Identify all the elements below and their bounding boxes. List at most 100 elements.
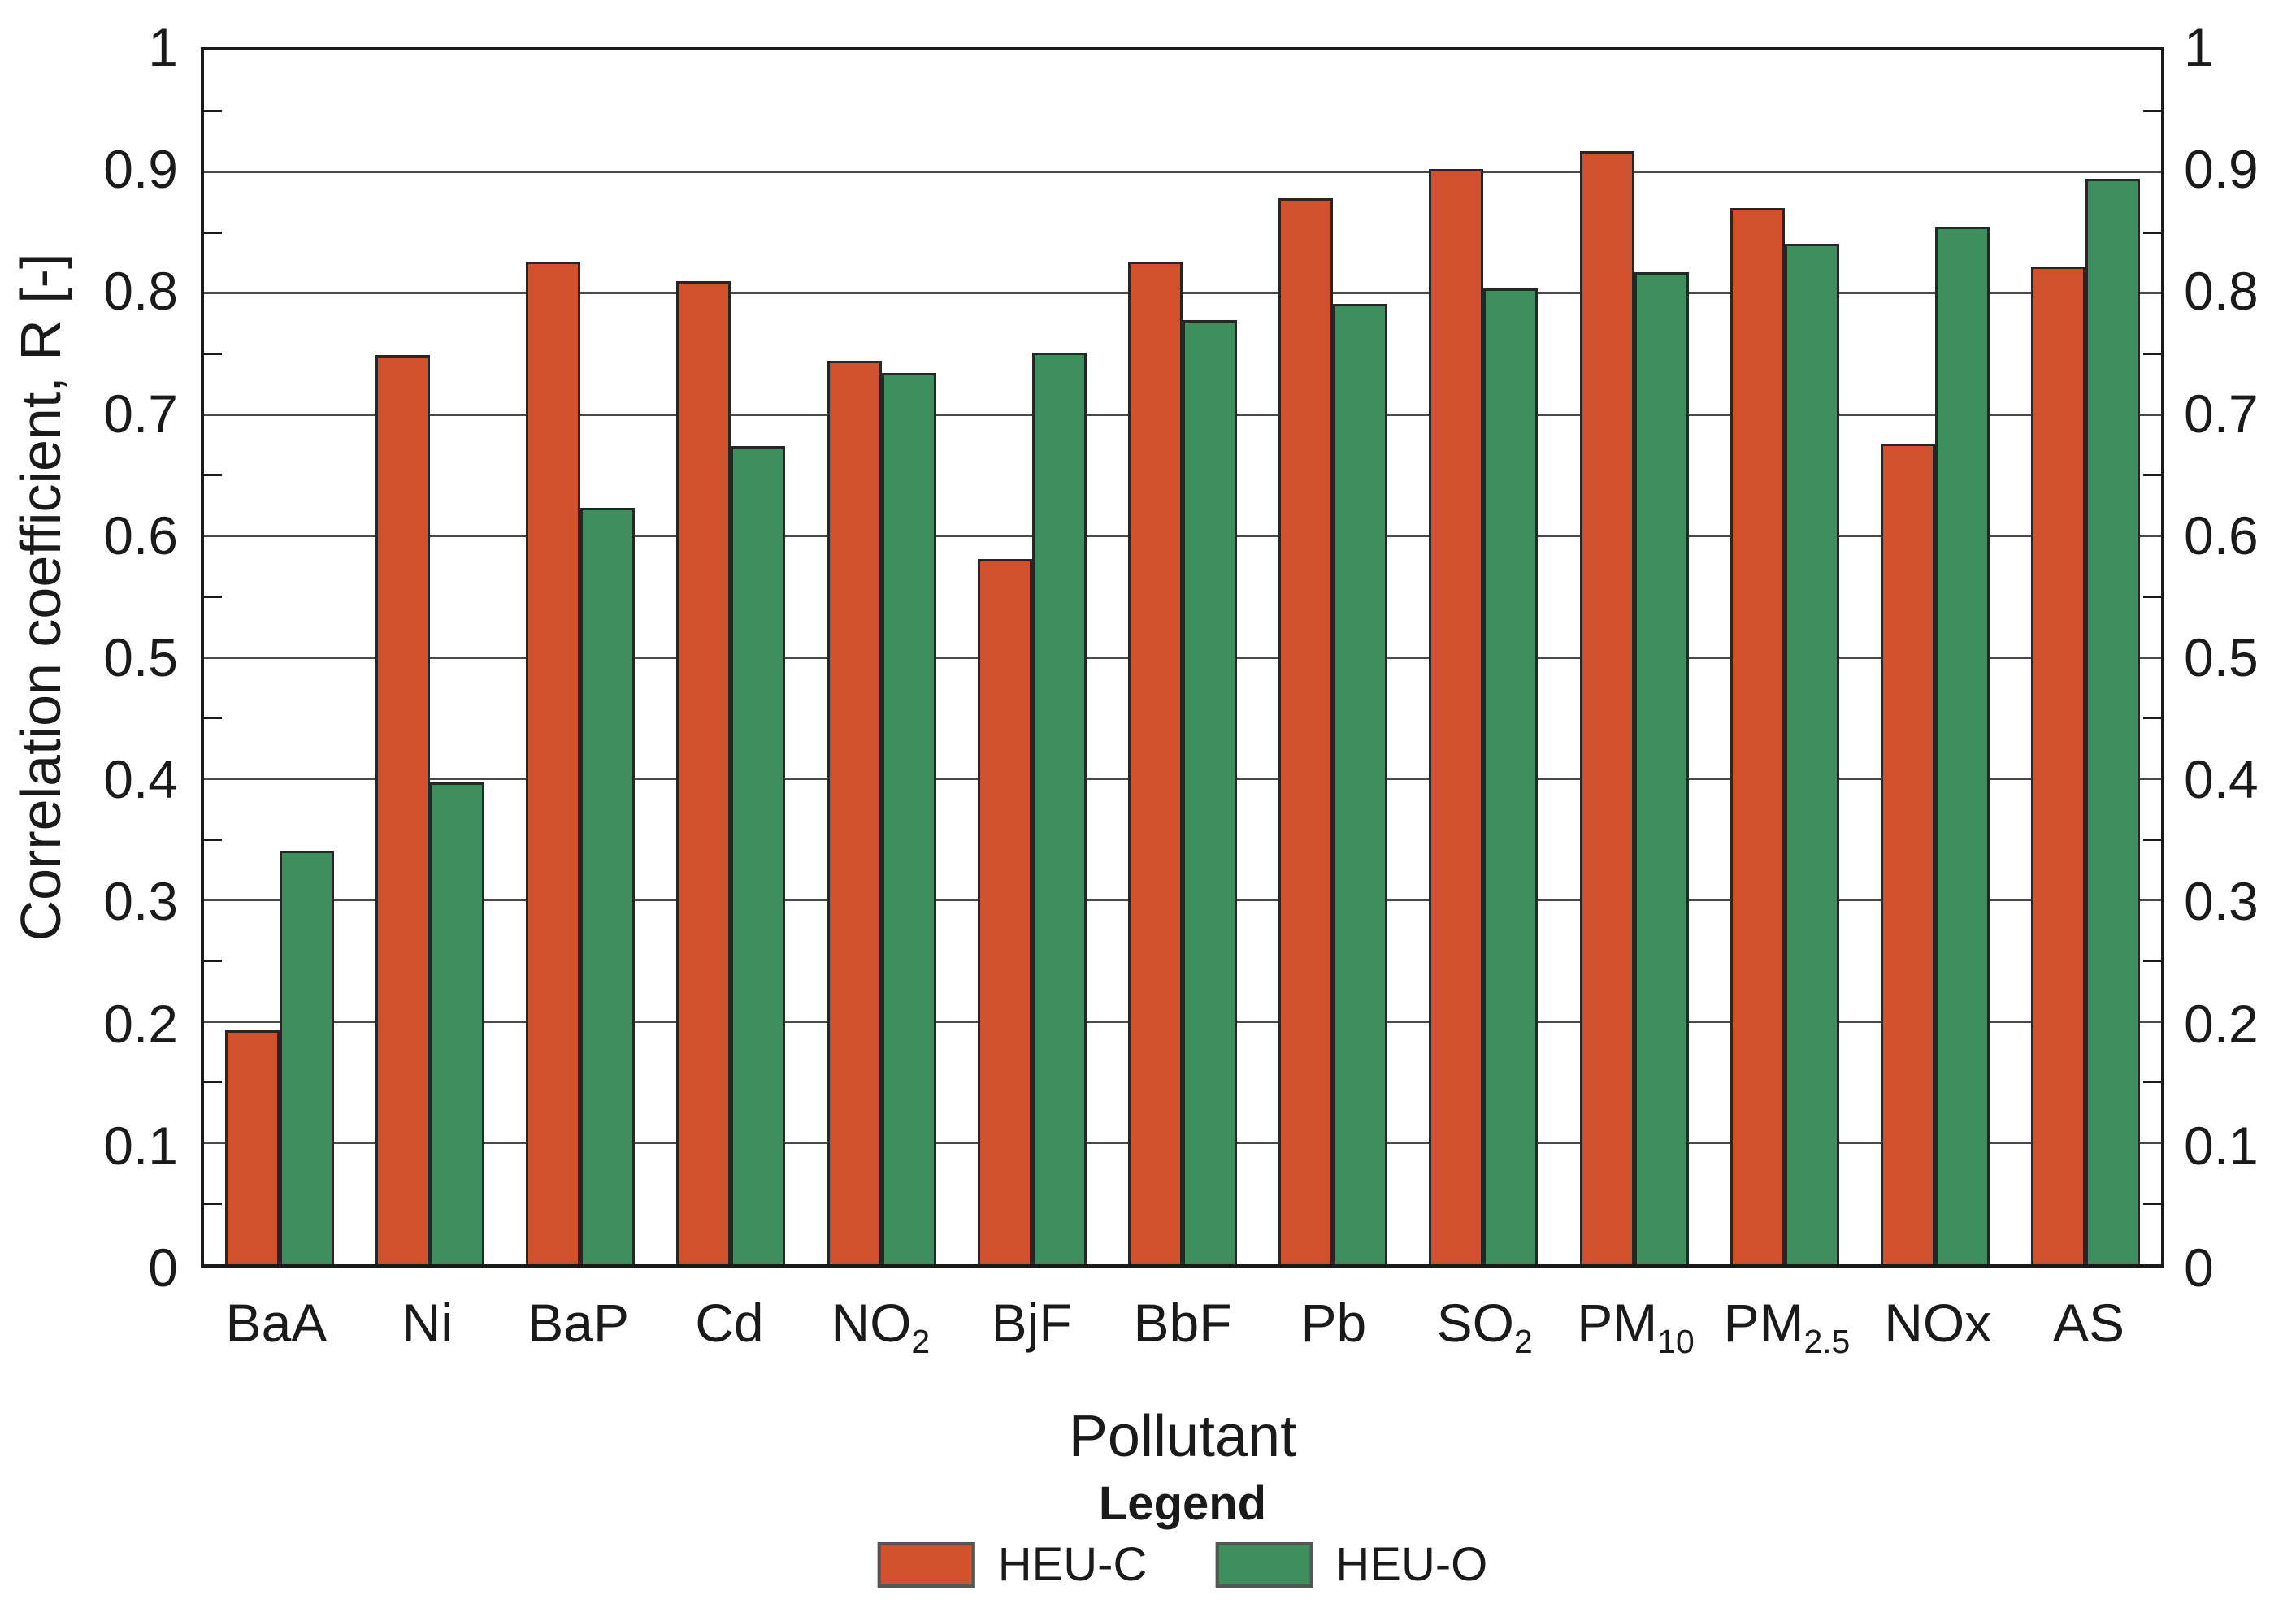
- bar-heu-c: [1127, 261, 1183, 1264]
- x-tick-label-base: Cd: [695, 1293, 764, 1353]
- bar-heu-c: [1278, 198, 1334, 1264]
- y-tick-label-left: 0.6: [103, 505, 178, 566]
- minor-tick-right: [2143, 110, 2161, 113]
- bar-heu-o: [1634, 272, 1689, 1264]
- x-tick-label-as: AS: [2053, 1290, 2125, 1355]
- x-tick-label-base: SO: [1436, 1293, 1514, 1353]
- bar-heu-c: [526, 261, 581, 1264]
- x-tick-label-base: NOx: [1884, 1293, 1992, 1353]
- y-tick-label-right: 0.8: [2184, 261, 2259, 322]
- legend-item-heu-o: HEU-O: [1215, 1541, 1487, 1589]
- x-tick-label-pm2.5: PM2.5: [1723, 1290, 1850, 1359]
- y-tick-label-left: 0.1: [103, 1115, 178, 1176]
- y-tick-label-right: 1: [2184, 17, 2214, 77]
- x-tick-label-pm10: PM10: [1577, 1290, 1695, 1359]
- y-tick-label-left: 0.8: [103, 261, 178, 322]
- x-tick-label-subscript: 10: [1657, 1323, 1695, 1361]
- x-tick-label-base: BaP: [527, 1293, 629, 1353]
- bar-group: [1107, 50, 1257, 1264]
- minor-tick-right: [2143, 231, 2161, 234]
- legend-item-heu-c: HEU-C: [877, 1541, 1147, 1589]
- bar-group: [2011, 50, 2161, 1264]
- legend-title: Legend: [1098, 1477, 1267, 1530]
- bar-heu-o: [1031, 353, 1087, 1264]
- minor-tick-left: [204, 474, 222, 477]
- x-tick-label-so2: SO2: [1436, 1290, 1533, 1359]
- bar-group: [1559, 50, 1709, 1264]
- minor-tick-right: [2143, 595, 2161, 598]
- minor-tick-left: [204, 595, 222, 598]
- bar-heu-o: [881, 373, 936, 1264]
- x-tick-label-base: PM: [1723, 1293, 1804, 1353]
- x-tick-label-ni: Ni: [402, 1290, 453, 1355]
- bar-group: [1258, 50, 1408, 1264]
- minor-tick-right: [2143, 717, 2161, 720]
- bar-group: [204, 50, 354, 1264]
- minor-tick-right: [2143, 353, 2161, 355]
- bar-heu-c: [1579, 151, 1634, 1264]
- y-tick-label-left: 0: [148, 1237, 178, 1298]
- minor-tick-left: [204, 231, 222, 234]
- bar-heu-c: [676, 280, 731, 1264]
- x-tick-label-base: BaA: [225, 1293, 328, 1353]
- x-tick-label-base: Ni: [401, 1293, 453, 1353]
- x-tick-label-nox: NOx: [1884, 1290, 1991, 1355]
- legend-label-heu-o: HEU-O: [1335, 1538, 1488, 1591]
- y-tick-label-right: 0.3: [2184, 871, 2259, 932]
- y-tick-label-left: 1: [148, 17, 178, 77]
- y-tick-label-right: 0.6: [2184, 505, 2259, 566]
- minor-tick-left: [204, 838, 222, 841]
- minor-tick-right: [2143, 960, 2161, 962]
- bar-group: [806, 50, 957, 1264]
- bar-heu-c: [827, 361, 882, 1264]
- x-tick-label-baa: BaA: [226, 1290, 328, 1355]
- legend-swatch-heu-o: [1215, 1542, 1313, 1588]
- minor-tick-right: [2143, 474, 2161, 477]
- gridline: [204, 170, 2161, 173]
- bar-group: [1408, 50, 1559, 1264]
- bar-heu-c: [1429, 169, 1484, 1264]
- y-tick-label-right: 0.1: [2184, 1115, 2259, 1176]
- legend-swatch-heu-c: [877, 1542, 975, 1588]
- bar-heu-o: [429, 782, 484, 1264]
- bar-heu-c: [2031, 266, 2086, 1264]
- x-tick-label-pb: Pb: [1300, 1290, 1366, 1355]
- y-tick-label-left: 0.7: [103, 383, 178, 444]
- bar-heu-c: [375, 355, 430, 1264]
- x-tick-label-bjf: BjF: [992, 1290, 1072, 1355]
- x-tick-label-subscript: 2: [911, 1323, 931, 1361]
- minor-tick-left: [204, 960, 222, 962]
- bar-group: [656, 50, 806, 1264]
- x-tick-label-base: Pb: [1300, 1293, 1367, 1353]
- x-tick-label-base: NO: [831, 1293, 912, 1353]
- x-axis-title: Pollutant: [1068, 1404, 1297, 1469]
- bar-heu-c: [1881, 444, 1936, 1264]
- bar-heu-o: [580, 508, 636, 1264]
- x-tick-label-subscript: 2: [1513, 1323, 1533, 1361]
- x-tick-label-base: PM: [1577, 1293, 1658, 1353]
- y-tick-label-left: 0.9: [103, 139, 178, 200]
- bar-heu-o: [731, 446, 786, 1264]
- minor-tick-right: [2143, 838, 2161, 841]
- minor-tick-right: [2143, 1202, 2161, 1205]
- y-tick-label-right: 0.4: [2184, 749, 2259, 810]
- x-tick-label-bap: BaP: [527, 1290, 629, 1355]
- minor-tick-left: [204, 353, 222, 355]
- bar-heu-o: [1182, 319, 1237, 1264]
- y-tick-label-left: 0.4: [103, 749, 178, 810]
- plot-area: [201, 47, 2164, 1268]
- minor-tick-left: [204, 1202, 222, 1205]
- y-axis-title-text: Correlation coefficient, R [-]: [9, 253, 72, 942]
- bar-heu-c: [977, 559, 1032, 1264]
- minor-tick-left: [204, 717, 222, 720]
- y-tick-label-left: 0.2: [103, 993, 178, 1054]
- minor-tick-right: [2143, 1081, 2161, 1084]
- bar-group: [1709, 50, 1860, 1264]
- x-tick-label-no2: NO2: [831, 1290, 930, 1359]
- y-tick-label-right: 0.5: [2184, 627, 2259, 687]
- bar-group: [957, 50, 1107, 1264]
- minor-tick-left: [204, 110, 222, 113]
- x-tick-label-cd: Cd: [695, 1290, 763, 1355]
- x-tick-label-base: BbF: [1133, 1293, 1232, 1353]
